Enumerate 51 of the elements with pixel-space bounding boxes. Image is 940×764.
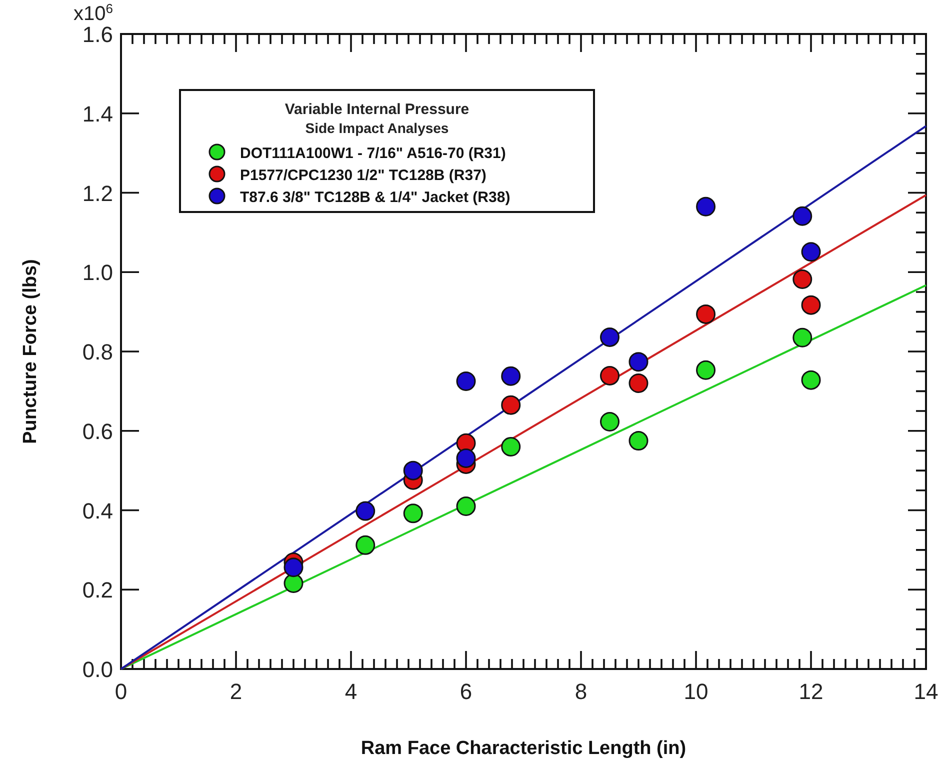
point [696, 196, 716, 216]
point [501, 437, 521, 456]
x-tick-label: 10 [684, 679, 708, 704]
point [696, 304, 716, 324]
point [403, 460, 423, 480]
x-tick-label: 8 [574, 679, 588, 704]
legend-label: T87.6 3/8" TC128B & 1/4" Jacket (R38) [240, 189, 510, 206]
legend-title: Variable Internal Pressure Side Impact Analyses [284, 101, 470, 136]
point [801, 295, 821, 315]
y-tick-label: 1.6 [82, 22, 113, 47]
x-tick-label: 2 [230, 679, 242, 704]
point [356, 501, 376, 521]
point [696, 360, 716, 380]
point [628, 431, 648, 451]
x-tick-label: 14 [914, 679, 938, 704]
y-tick-label: 0.6 [82, 418, 113, 444]
point [628, 352, 648, 372]
point [284, 574, 304, 594]
y-tick-label: 1.0 [82, 260, 113, 286]
x-tick-label: 6 [460, 679, 472, 704]
point [456, 372, 476, 392]
y-tick-label: 0.0 [82, 657, 113, 682]
x-axis-title: Ram Face Characteristic Length (in) [360, 738, 686, 759]
x-tick-label: 4 [344, 679, 358, 704]
point [600, 412, 620, 432]
y-tick-label: 0.4 [82, 498, 113, 524]
point [600, 327, 620, 347]
point [356, 535, 376, 555]
point [501, 366, 521, 386]
y-tick-label: 1.4 [82, 101, 113, 126]
y-tick-label: 0.8 [82, 340, 113, 364]
point [792, 206, 812, 226]
point [801, 370, 821, 390]
point [456, 448, 476, 468]
y-tick-label: 1.2 [82, 180, 113, 206]
legend-label: P1577/CPC1230 1/2" TC128B (R37) [240, 167, 486, 184]
legend-label: DOT111A100W1 - 7/16" A516-70 (R31) [240, 145, 506, 162]
y-tick-label: 0.2 [82, 578, 113, 603]
point [456, 496, 476, 516]
point [628, 374, 648, 393]
point [501, 395, 521, 415]
point [792, 270, 812, 290]
point [600, 366, 620, 386]
x-tick-label: 0 [114, 679, 128, 704]
point [284, 558, 304, 578]
y-axis-title: Puncture Force (lbs) [20, 259, 41, 444]
point [801, 242, 821, 262]
point [792, 328, 812, 348]
x-tick-label: 12 [798, 679, 824, 704]
point [403, 504, 423, 524]
text: x10$^{6}$ [74, 0, 113, 25]
